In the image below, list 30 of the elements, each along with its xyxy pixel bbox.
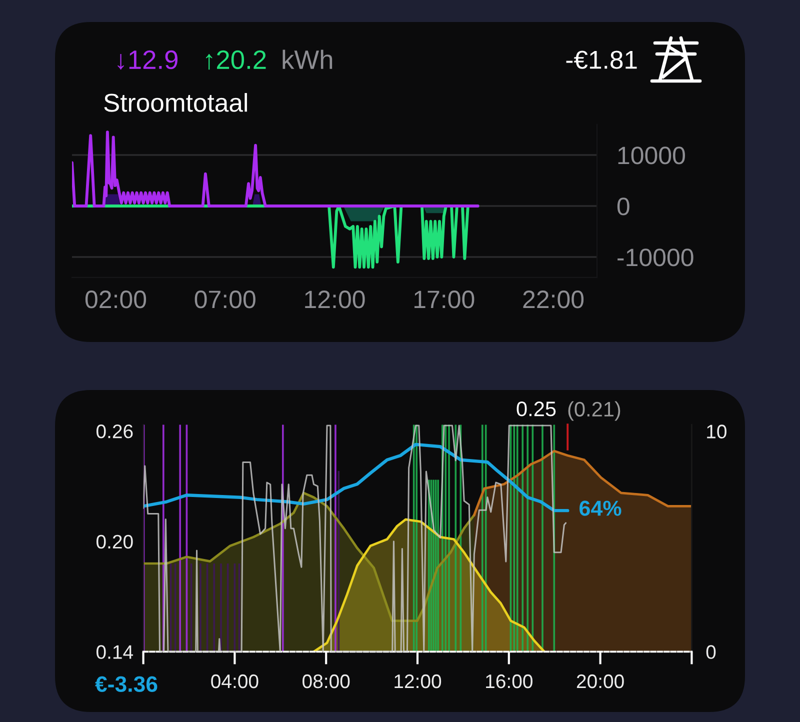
y-tick-label: 0.20 [96, 534, 133, 549]
y-tick-label: 0 [617, 198, 630, 216]
y-tick-label: 0.14 [96, 645, 134, 659]
y2-tick-label: 0 [706, 645, 716, 659]
line-series [143, 424, 567, 652]
text: (0.21) [568, 401, 620, 421]
y-tick-label: 0.26 [96, 424, 133, 438]
text: ↓12.9 [118, 50, 178, 70]
x-tick-label: 17:00 [414, 290, 474, 308]
x-tick-label: 08:00 [302, 674, 350, 688]
text: kWh [282, 50, 332, 69]
x-tick-label: 04:00 [211, 674, 258, 688]
line-series [72, 130, 480, 208]
text: ↑20.2 [206, 50, 266, 70]
line-series [143, 442, 570, 512]
x-tick-label: 16:00 [486, 674, 532, 688]
chart-title: Stroomtotaal [104, 93, 247, 112]
y-tick-label: -10000 [618, 248, 694, 266]
x-tick-label: 12:00 [394, 674, 442, 688]
text: €-3.36 [95, 676, 158, 692]
x-tick-label: 22:00 [523, 290, 584, 308]
text: -€1.81 [566, 50, 637, 69]
x-tick-label: 12:00 [305, 290, 365, 308]
x-tick-label: 02:00 [85, 290, 146, 308]
annotation: 64% [580, 500, 622, 516]
x-tick-label: 20:00 [576, 674, 624, 688]
x-tick-label: 07:00 [194, 290, 256, 308]
y2-tick-label: 10 [707, 424, 726, 438]
annotation: 0.25 [516, 402, 556, 416]
y-tick-label: 10000 [618, 146, 685, 164]
